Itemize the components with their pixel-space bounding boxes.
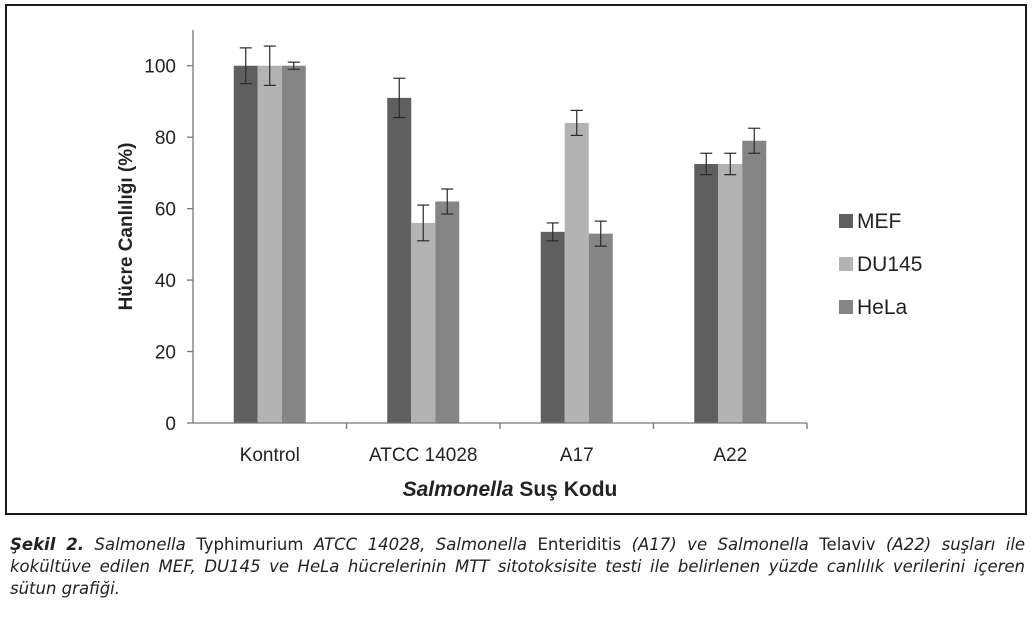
caption-s8: Telaviv (819, 535, 876, 554)
caption-s5: Enteriditis (537, 535, 622, 554)
bar-du145 (564, 122, 589, 424)
caption-s1: Salmonella (94, 535, 186, 554)
caption-s3: ATCC 14028, (313, 535, 426, 554)
x-tick-label: A22 (713, 445, 747, 466)
bar-du145 (411, 222, 436, 423)
legend-swatch-hela (839, 300, 853, 314)
y-tick-label: 0 (165, 414, 176, 435)
legend-swatch-mef (839, 214, 853, 228)
x-axis-label-rest: Suş Kodu (514, 478, 618, 501)
x-tick-label: A17 (560, 445, 594, 466)
figure-frame: 0 20 40 60 80 100 Kontrol ATCC 14028 A17 A22 Hücre… (5, 4, 1027, 515)
x-axis-label-italic: Salmonella (403, 478, 514, 501)
legend-label-mef: MEF (857, 210, 901, 233)
caption-label: Şekil 2. (10, 535, 85, 554)
caption-s4: Salmonella (435, 535, 528, 554)
x-axis-label: Salmonella Suş Kodu (403, 478, 618, 501)
y-tick-label: 60 (155, 200, 176, 221)
y-tick-label: 100 (144, 57, 176, 78)
bar-chart: 0 20 40 60 80 100 Kontrol ATCC 14028 A17 A22 Hücre… (116, 30, 922, 501)
bar-mef (694, 163, 719, 423)
bar-du145 (257, 65, 282, 424)
caption-s2: Typhimurium (196, 535, 304, 554)
caption-s6: (A17) ve (631, 535, 708, 554)
y-tick-label: 40 (155, 271, 176, 292)
bar-mef (540, 231, 565, 423)
bar-hela (742, 140, 767, 423)
bar-hela (435, 201, 460, 423)
x-tick-label: Kontrol (240, 445, 300, 466)
y-axis-label: Hücre Canlılığı (%) (116, 143, 137, 311)
legend-label-du145: DU145 (857, 253, 922, 276)
bar-mef (387, 97, 412, 423)
bar-hela (588, 233, 613, 423)
x-tick-label: ATCC 14028 (369, 445, 477, 466)
legend-swatch-du145 (839, 257, 853, 271)
caption-s9: (A22) suşları ile kokültüve edilen MEF, … (10, 535, 1026, 598)
y-tick-label: 80 (155, 128, 176, 149)
legend-label-hela: HeLa (857, 296, 908, 319)
figure-caption: Şekil 2. Salmonella Typhimurium ATCC 140… (10, 534, 1025, 600)
bar-hela (281, 65, 306, 424)
bar-du145 (718, 163, 743, 423)
caption-s7: Salmonella (717, 535, 809, 554)
bar-mef (233, 65, 258, 424)
y-tick-label: 20 (155, 343, 176, 364)
